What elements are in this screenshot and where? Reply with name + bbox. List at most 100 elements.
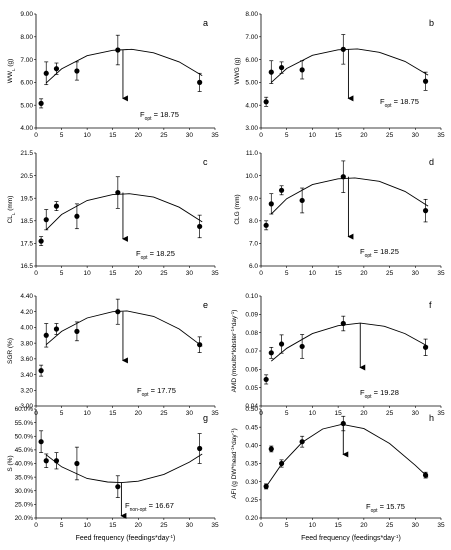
fopt-label: Fopt = 18.75 [380, 97, 419, 109]
x-tick-label: 30 [412, 522, 420, 529]
y-tick-label: 0.08 [245, 330, 258, 337]
x-tick-label: 5 [60, 522, 64, 529]
x-tick-label: 15 [109, 410, 117, 417]
data-point [197, 223, 203, 230]
y-tick-label: 11.0 [246, 150, 259, 157]
y-tick-label: 6.00 [245, 57, 258, 64]
y-tick-label: 3.40 [20, 372, 33, 379]
fopt-label: Fopt = 18.75 [140, 110, 179, 122]
panel-c: 16.5 17.5 18.5 19.5 20.5 21.5 0 5 10 15 20 25 30 35 CL… [7, 150, 219, 277]
y-tick-label: 20.5 [20, 173, 33, 180]
x-tick-label: 15 [109, 132, 117, 139]
fopt-label: Fopt = 18.25 [360, 247, 399, 259]
x-axis-label: Feed frequency (feedings*day-1) [301, 534, 401, 543]
x-tick-label: 20 [360, 522, 368, 529]
panel-a: 4.00 5.00 6.00 7.00 8.00 9.00 0 5 10 15 20 25 30 35 WW… [7, 11, 219, 139]
x-tick-label: 35 [211, 270, 219, 277]
y-tick-label: 17.5 [20, 241, 33, 248]
x-tick-label: 15 [109, 270, 117, 277]
x-tick-label: 25 [160, 132, 168, 139]
x-tick-label: 5 [60, 410, 64, 417]
data-point [263, 222, 269, 228]
y-axis-label: SGR (%) [7, 338, 14, 364]
panel-e: 3.003.203.403.603.804.004.204.4005101520… [7, 293, 219, 417]
data-point [340, 46, 346, 52]
x-tick-label: 25 [160, 270, 168, 277]
data-point [43, 458, 49, 464]
panel-letter: f [429, 300, 432, 310]
y-tick-label: 0.40 [245, 443, 258, 450]
y-tick-label: 0.25 [245, 497, 258, 504]
panel-h: 0.20 0.25 0.30 0.35 0.40 0.45 0.50 0 5 10 15 20 25 30… [230, 406, 445, 542]
x-tick-label: 25 [386, 132, 394, 139]
data-point [278, 187, 285, 193]
y-tick-label: 0.07 [245, 348, 258, 355]
data-point [422, 472, 429, 478]
data-point [263, 483, 269, 489]
y-tick-label: 8.0 [249, 218, 258, 225]
y-tick-label: 0.06 [245, 367, 258, 374]
x-tick-label: 10 [309, 410, 317, 417]
fit-curve [45, 310, 203, 347]
fit-curve [45, 453, 203, 484]
y-tick-label: 30.0% [15, 488, 34, 495]
data-point [197, 79, 203, 85]
y-tick-label: 55.0% [15, 420, 34, 427]
fit-curve [270, 48, 429, 83]
x-tick-label: 30 [186, 522, 194, 529]
data-point [278, 460, 285, 467]
fopt-label: Fopt = 19.28 [360, 388, 399, 400]
x-tick-label: 35 [437, 132, 445, 139]
y-tick-label: 7.0 [249, 241, 258, 248]
fit-curve [270, 177, 429, 215]
x-tick-label: 35 [437, 270, 445, 277]
y-tick-label: 0.30 [245, 479, 258, 486]
data-point [53, 458, 60, 464]
x-tick-label: 20 [135, 410, 143, 417]
y-tick-label: 6.0 [249, 263, 258, 270]
y-tick-label: 3.00 [245, 125, 258, 132]
y-tick-label: 16.5 [20, 263, 33, 270]
x-tick-label: 25 [386, 270, 394, 277]
x-tick-label: 35 [437, 410, 445, 417]
y-tick-label: 10.0 [245, 173, 258, 180]
x-tick-label: 0 [259, 522, 263, 529]
x-tick-label: 25 [160, 522, 168, 529]
data-point [278, 64, 285, 71]
data-point [422, 344, 429, 350]
y-tick-label: 4.00 [20, 325, 33, 332]
x-tick-label: 20 [360, 270, 368, 277]
data-point [115, 484, 121, 490]
data-point [43, 70, 49, 76]
x-tick-label: 30 [186, 132, 194, 139]
data-point [299, 439, 305, 445]
panel-letter: d [429, 157, 434, 167]
data-point [53, 66, 60, 72]
fit-curve [271, 322, 429, 362]
y-tick-label: 5.00 [20, 102, 33, 109]
x-tick-label: 20 [135, 270, 143, 277]
data-point [53, 203, 60, 209]
y-axis-label: CLG (mm) [234, 194, 241, 224]
x-tick-label: 35 [211, 132, 219, 139]
y-axis-label: AMD (moults*lobster-1*day-1) [230, 310, 239, 393]
x-tick-label: 15 [335, 522, 343, 529]
fopt-label: Fopt = 18.25 [136, 249, 175, 261]
y-tick-label: 6.00 [20, 80, 33, 87]
y-tick-label: 7.00 [20, 57, 33, 64]
data-point [263, 99, 269, 105]
data-point [43, 332, 49, 338]
data-point [422, 208, 429, 214]
x-tick-label: 35 [211, 410, 219, 417]
x-tick-label: 5 [285, 410, 289, 417]
x-tick-label: 15 [335, 410, 343, 417]
data-point [38, 238, 44, 244]
x-tick-label: 10 [84, 410, 92, 417]
x-tick-label: 30 [186, 270, 194, 277]
y-tick-label: 3.20 [20, 387, 33, 394]
data-point [197, 445, 203, 452]
x-tick-label: 30 [412, 132, 420, 139]
y-tick-label: 8.00 [20, 34, 33, 41]
data-point [263, 376, 269, 383]
